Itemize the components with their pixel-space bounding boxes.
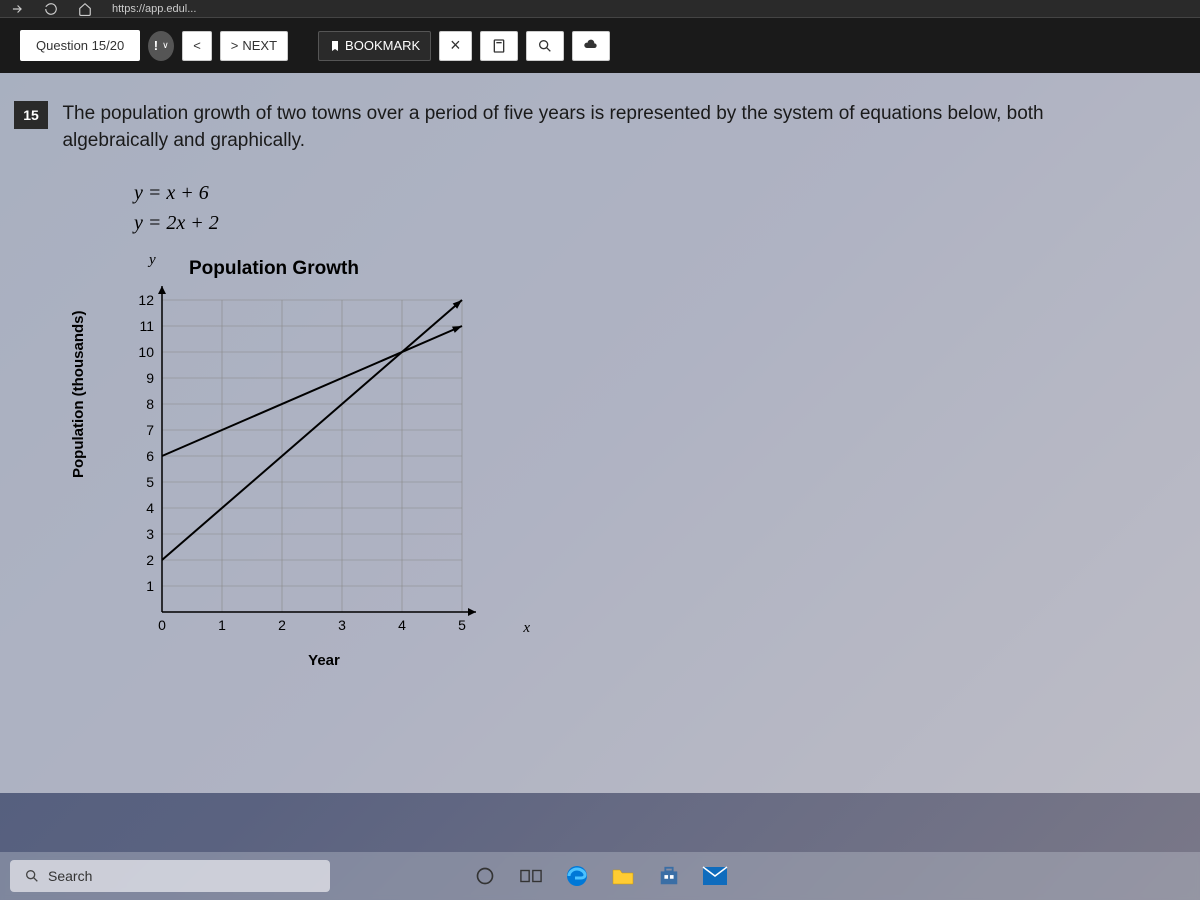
cortana-icon[interactable] [471, 862, 499, 890]
question-prompt: The population growth of two towns over … [62, 101, 1142, 154]
bookmark-icon [329, 39, 341, 53]
svg-text:9: 9 [146, 370, 154, 386]
store-icon[interactable] [655, 862, 683, 890]
browser-chrome: https://app.edul... [0, 0, 1200, 18]
url-bar[interactable]: https://app.edul... [112, 3, 196, 15]
close-button[interactable]: × [439, 31, 472, 61]
mail-icon[interactable] [701, 862, 729, 890]
task-view-icon[interactable] [517, 862, 545, 890]
search-icon [24, 868, 40, 884]
search-placeholder: Search [48, 868, 92, 884]
question-toolbar: Question 15/20 !∨ < > NEXT BOOKMARK × [0, 18, 1200, 73]
taskbar-icons [338, 862, 862, 890]
svg-text:11: 11 [139, 318, 154, 334]
y-axis-label: Population (thousands) [70, 311, 87, 478]
taskbar-search[interactable]: Search [10, 860, 330, 892]
bookmark-label: BOOKMARK [345, 38, 420, 53]
svg-text:5: 5 [146, 474, 154, 490]
svg-text:7: 7 [146, 422, 154, 438]
x-axis-label: Year [144, 652, 504, 669]
svg-text:5: 5 [458, 617, 466, 633]
population-chart: y Population Growth Population (thousand… [84, 258, 504, 669]
x-axis-variable: x [523, 620, 530, 637]
nav-forward-icon[interactable] [10, 2, 24, 16]
bookmark-button[interactable]: BOOKMARK [318, 31, 431, 61]
equation-system: y = x + 6 y = 2x + 2 [134, 178, 1172, 238]
settings-button[interactable] [572, 31, 610, 61]
refresh-icon[interactable] [44, 2, 58, 16]
file-explorer-icon[interactable] [609, 862, 637, 890]
home-icon[interactable] [78, 2, 92, 16]
chart-title: Population Growth [189, 258, 504, 280]
svg-text:3: 3 [146, 526, 154, 542]
next-button[interactable]: > NEXT [220, 31, 288, 61]
next-label: NEXT [242, 38, 277, 53]
svg-text:3: 3 [338, 617, 346, 633]
svg-text:1: 1 [218, 617, 226, 633]
svg-text:0: 0 [158, 617, 166, 633]
cloud-icon [583, 38, 599, 54]
question-number-badge: 15 [14, 101, 48, 129]
zoom-button[interactable] [526, 31, 564, 61]
chart-svg: 012345123456789101112 [84, 286, 484, 646]
flag-dropdown[interactable]: !∨ [148, 31, 174, 61]
calculator-icon [491, 38, 507, 54]
y-axis-variable: y [149, 252, 156, 269]
svg-text:1: 1 [146, 578, 154, 594]
equation-1: y = x + 6 [134, 178, 1172, 208]
windows-taskbar: Search [0, 852, 1200, 900]
svg-text:10: 10 [138, 344, 154, 360]
magnifier-icon [537, 38, 553, 54]
next-chevron: > [231, 38, 239, 53]
equation-2: y = 2x + 2 [134, 208, 1172, 238]
svg-text:8: 8 [146, 396, 154, 412]
prev-button[interactable]: < [182, 31, 212, 61]
calculator-button[interactable] [480, 31, 518, 61]
svg-text:6: 6 [146, 448, 154, 464]
question-counter: Question 15/20 [20, 30, 140, 61]
svg-text:4: 4 [398, 617, 406, 633]
svg-text:4: 4 [146, 500, 154, 516]
question-content: 15 The population growth of two towns ov… [0, 73, 1200, 793]
svg-text:2: 2 [146, 552, 154, 568]
svg-text:12: 12 [138, 292, 154, 308]
edge-icon[interactable] [563, 862, 591, 890]
svg-text:2: 2 [278, 617, 286, 633]
